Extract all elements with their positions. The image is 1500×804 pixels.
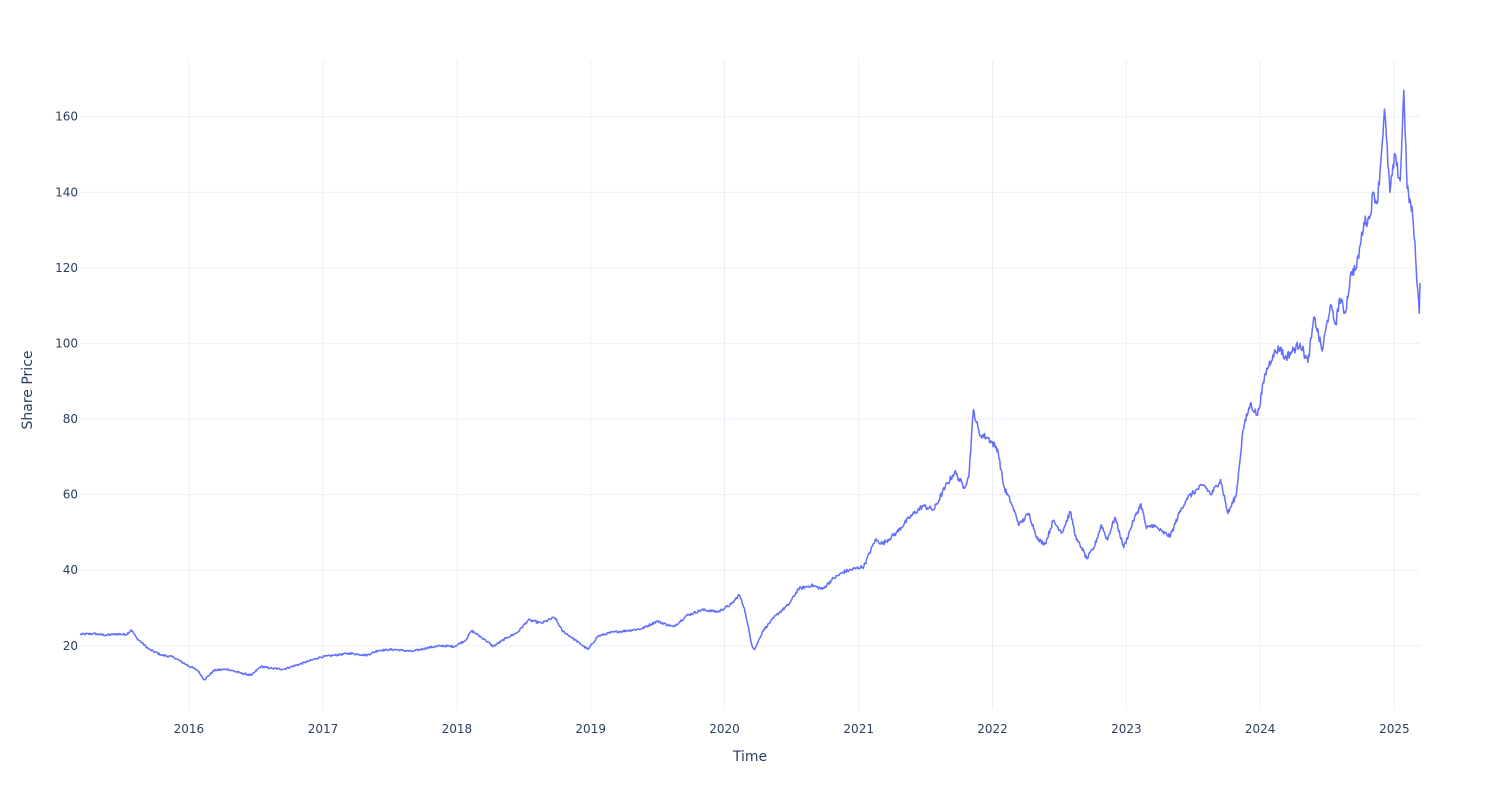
x-tick-label: 2016 — [174, 722, 205, 736]
x-tick-label: 2022 — [977, 722, 1008, 736]
y-tick-labels: 20 40 60 80 100 120 140 160 — [55, 110, 78, 653]
x-tick-label: 2020 — [709, 722, 740, 736]
x-tick-label: 2021 — [843, 722, 874, 736]
x-tick-label: 2019 — [575, 722, 606, 736]
x-tick-label: 2018 — [442, 722, 473, 736]
x-tick-label: 2025 — [1379, 722, 1410, 736]
y-tick-label: 20 — [63, 639, 78, 653]
x-gridlines — [188, 60, 1395, 710]
x-tick-label: 2024 — [1245, 722, 1276, 736]
x-tick-labels: 2016 2017 2018 2019 2020 2021 2022 2023 2024 2025 — [174, 722, 1410, 736]
x-tick-label: 2023 — [1111, 722, 1142, 736]
y-tick-label: 80 — [63, 412, 78, 426]
y-tick-label: 100 — [55, 336, 78, 350]
series-line — [79, 89, 1421, 681]
y-tick-label: 60 — [63, 488, 78, 502]
series-layer — [79, 89, 1421, 681]
y-tick-label: 120 — [55, 261, 78, 275]
y-axis-title: Share Price — [20, 350, 36, 429]
y-tick-label: 40 — [63, 563, 78, 577]
y-gridlines — [80, 116, 1420, 647]
y-tick-label: 160 — [55, 110, 78, 124]
x-tick-label: 2017 — [308, 722, 339, 736]
y-tick-label: 140 — [55, 185, 78, 199]
x-axis-title: Time — [732, 749, 767, 765]
